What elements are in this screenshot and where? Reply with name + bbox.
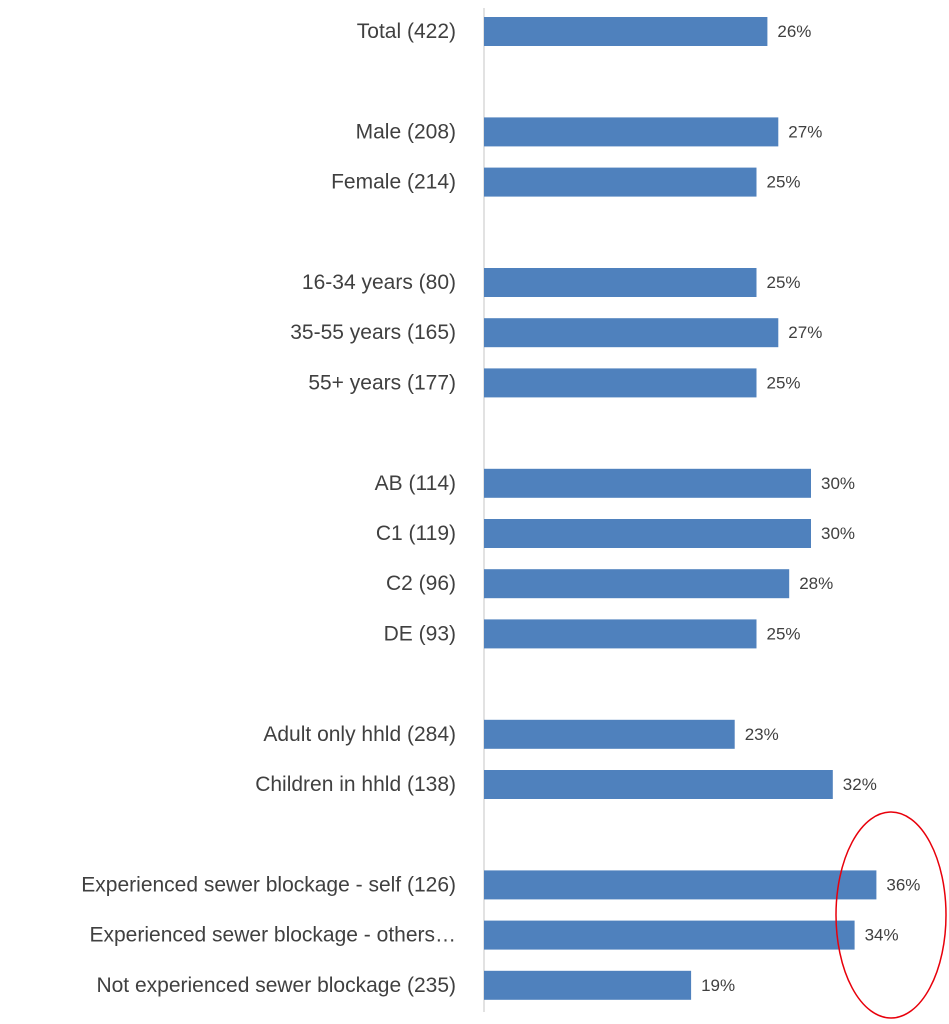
bar (484, 368, 757, 398)
value-label: 30% (821, 474, 855, 493)
value-label: 36% (886, 875, 920, 894)
category-label: Experienced sewer blockage - others… (89, 924, 456, 947)
value-label: 25% (767, 273, 801, 292)
category-label: DE (93) (384, 622, 456, 645)
bar (484, 268, 757, 297)
category-label: Not experienced sewer blockage (235) (96, 974, 456, 997)
category-label: C2 (96) (386, 572, 456, 595)
bar (484, 318, 779, 348)
value-label: 27% (788, 323, 822, 342)
bar (484, 719, 735, 749)
category-label: Children in hhld (138) (255, 773, 456, 796)
bar (484, 17, 768, 46)
category-label: Total (422) (357, 20, 456, 43)
bar (484, 468, 811, 498)
value-label: 30% (821, 524, 855, 543)
value-label: 26% (777, 22, 811, 41)
bar (484, 970, 692, 1000)
bar (484, 519, 811, 548)
category-label: 55+ years (177) (308, 371, 456, 394)
bar (484, 870, 877, 900)
category-label: Adult only hhld (284) (263, 723, 456, 746)
category-label: C1 (119) (376, 522, 456, 545)
bar (484, 920, 855, 950)
value-label: 25% (767, 173, 801, 192)
bar (484, 117, 779, 147)
bar (484, 619, 757, 649)
category-label: Experienced sewer blockage - self (126) (81, 873, 456, 896)
bar (484, 167, 757, 197)
value-label: 23% (745, 725, 779, 744)
category-label: Male (208) (356, 120, 456, 143)
value-label: 34% (865, 926, 899, 945)
value-label: 27% (788, 122, 822, 141)
highlight-circle (835, 811, 947, 1019)
bar (484, 569, 790, 599)
value-label: 28% (799, 574, 833, 593)
value-label: 32% (843, 775, 877, 794)
category-label: 35-55 years (165) (290, 321, 456, 344)
value-label: 25% (767, 624, 801, 643)
category-label: AB (114) (375, 472, 456, 495)
category-label: Female (214) (331, 171, 456, 194)
value-label: 19% (701, 976, 735, 995)
category-label: 16-34 years (80) (302, 271, 456, 294)
value-label: 25% (767, 373, 801, 392)
bar (484, 770, 833, 799)
